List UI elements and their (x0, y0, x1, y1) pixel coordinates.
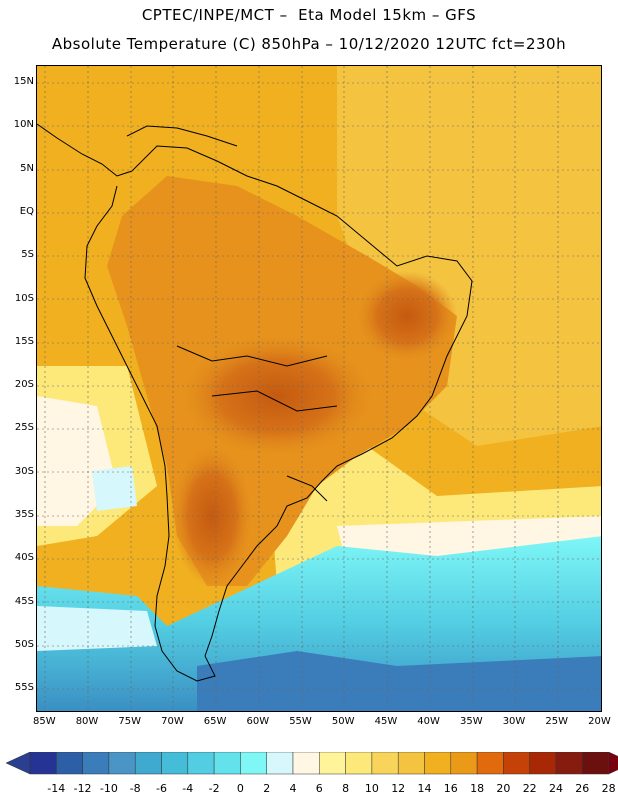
lat-label: EQ (19, 205, 34, 217)
colorbar-tick-label: 18 (470, 782, 485, 795)
lat-label: 50S (14, 638, 34, 650)
colorbar-swatch (319, 752, 346, 775)
temperature-map (36, 65, 602, 712)
lon-label: 45W (374, 716, 398, 727)
lon-label: 65W (203, 716, 227, 727)
colorbar-tick-label: 6 (315, 782, 323, 795)
colorbar-swatch (345, 752, 373, 775)
colorbar-tick-label: 12 (391, 782, 406, 795)
map-canvas (37, 66, 601, 711)
colorbar-swatch (371, 752, 399, 775)
colorbar-tick-label: 22 (522, 782, 537, 795)
colorbar-over-arrow (608, 752, 618, 775)
lon-label: 75W (118, 716, 142, 727)
colorbar-swatch (161, 752, 189, 775)
lon-label: 35W (460, 716, 483, 727)
lat-label: 10N (13, 119, 34, 131)
lon-label: 85W (33, 716, 56, 727)
field-hot-core-central (182, 336, 372, 456)
lat-label: 10S (14, 292, 34, 304)
colorbar-swatch (555, 752, 583, 775)
colorbar-swatch (56, 752, 83, 775)
colorbar-swatch (582, 752, 609, 775)
lat-label: 45S (14, 595, 34, 607)
colorbar-swatch (476, 752, 504, 775)
colorbar-swatch (213, 752, 241, 775)
colorbar-tick-label: -4 (182, 782, 194, 795)
lon-label: 60W (246, 716, 270, 727)
lon-label: 40W (417, 716, 440, 727)
lat-label: 15S (14, 335, 34, 347)
colorbar-tick-label: -10 (99, 782, 118, 795)
lon-label: 70W (161, 716, 184, 727)
field-south-pacific-cold (37, 606, 157, 651)
lat-label: 5N (20, 162, 34, 174)
colorbar-swatch (292, 752, 320, 775)
lon-label: 30W (502, 716, 526, 727)
colorbar-tick-label: 26 (575, 782, 590, 795)
colorbar (5, 752, 618, 775)
colorbar-under-arrow (5, 752, 31, 775)
colorbar-tick-label: 16 (443, 782, 458, 795)
colorbar-tick-label: 8 (342, 782, 350, 795)
lon-label: 20W (588, 716, 611, 727)
coastlines (37, 123, 473, 682)
colorbar-tick-label: 28 (601, 782, 616, 795)
colorbar-tick-label: 20 (496, 782, 511, 795)
colorbar-swatch (82, 752, 110, 775)
lat-label: 30S (14, 465, 34, 477)
colorbar-swatch (450, 752, 478, 775)
colorbar-swatch (29, 752, 57, 775)
colorbar-tick-label: 2 (263, 782, 271, 795)
colorbar-swatch (424, 752, 452, 775)
colorbar-tick-label: 10 (364, 782, 379, 795)
colorbar-tick-label: 4 (289, 782, 297, 795)
lat-label: 55S (14, 682, 34, 694)
colorbar-swatch (187, 752, 215, 775)
chart-title-source: CPTEC/INPE/MCT – Eta Model 15km – GFS (141, 6, 477, 24)
colorbar-tick-label: 14 (417, 782, 432, 795)
lat-label: 40S (14, 552, 34, 564)
colorbar-swatch (503, 752, 530, 775)
lon-label: 80W (75, 716, 99, 727)
field-hot-core-northeast (357, 271, 457, 361)
colorbar-swatch (134, 752, 162, 775)
lat-label: 25S (14, 422, 34, 434)
colorbar-tick-label: -8 (129, 782, 141, 795)
field-pacific-cold-spot (92, 466, 137, 511)
lon-label: 25W (545, 716, 569, 727)
colorbar-tick-label: 0 (236, 782, 244, 795)
colorbar-tick-label: -6 (156, 782, 167, 795)
lon-label: 50W (331, 716, 355, 727)
colorbar-swatch (108, 752, 136, 775)
lat-label: 35S (14, 509, 34, 520)
colorbar-swatch (397, 752, 425, 775)
colorbar-tick-label: -2 (208, 782, 220, 795)
colorbar-tick-label: -14 (47, 782, 66, 795)
lon-label: 55W (289, 716, 312, 727)
chart-title-variable: Absolute Temperature (C) 850hPa – 10/12/… (51, 35, 567, 53)
graticule (37, 66, 601, 711)
field-drake-cold (197, 651, 601, 711)
colorbar-tick-label: -12 (73, 782, 92, 795)
colorbar-swatch (266, 752, 294, 775)
lat-label: 15N (13, 76, 34, 87)
colorbar-swatch (529, 752, 557, 775)
colorbar-tick-label: 24 (549, 782, 563, 795)
lat-label: 20S (14, 379, 34, 391)
lat-label: 5S (21, 249, 34, 261)
colorbar-swatch (240, 752, 267, 775)
